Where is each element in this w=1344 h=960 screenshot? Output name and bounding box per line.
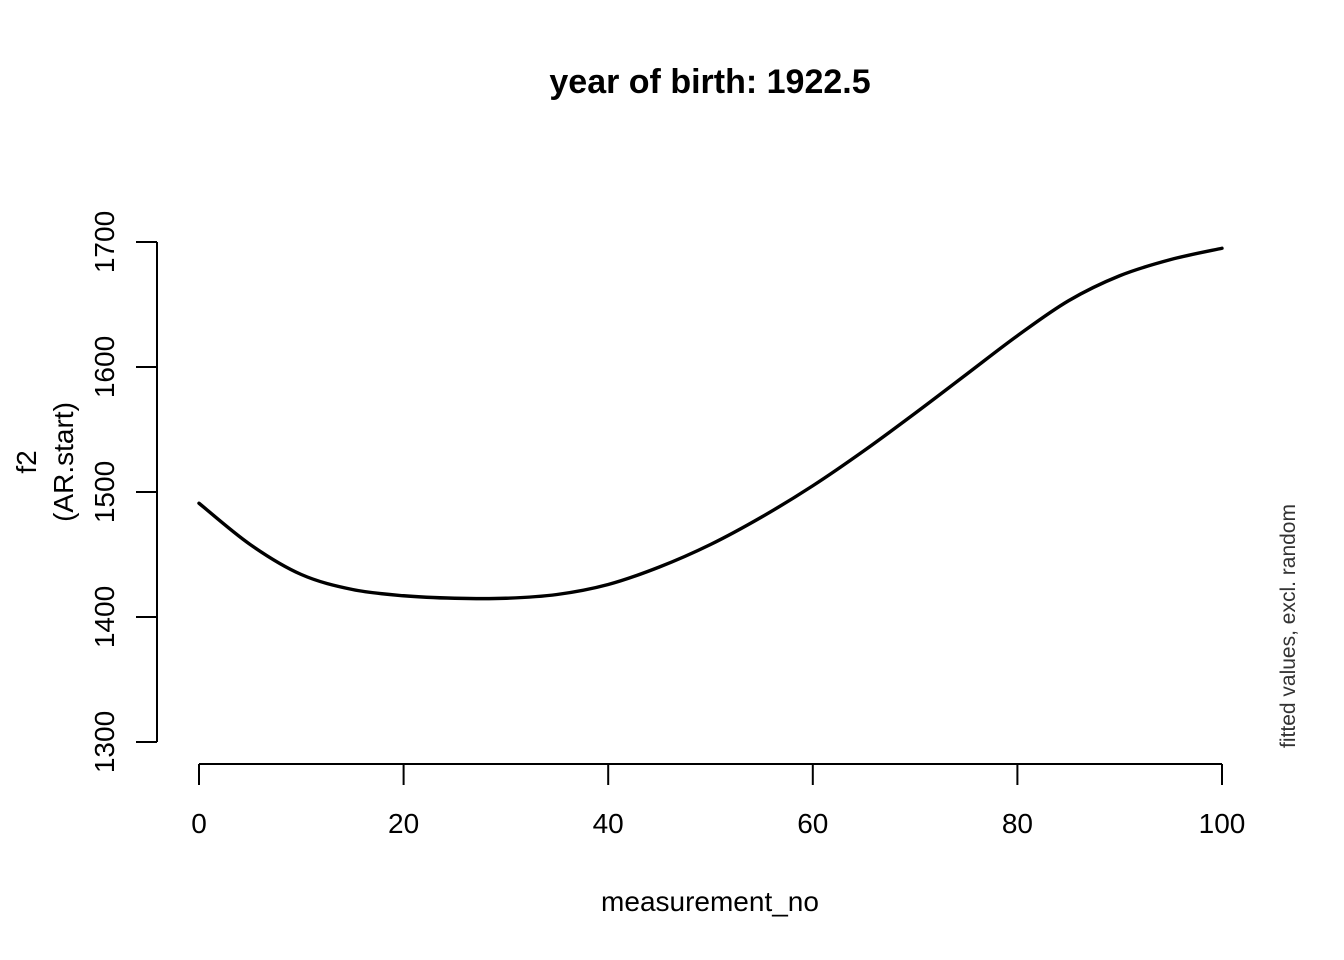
y-tick-label: 1600 (89, 336, 120, 398)
fitted-values-note: fitted values, excl. random (1277, 504, 1300, 748)
x-tick-label: 60 (797, 808, 828, 839)
series-layer (197, 246, 1224, 601)
x-tick-label: 40 (593, 808, 624, 839)
x-axis-ticks: 0 20 40 60 80 100 (191, 764, 1245, 839)
y-tick-label: 1300 (89, 711, 120, 773)
x-tick-label: 20 (388, 808, 419, 839)
chart-title: year of birth: 1922.5 (549, 63, 870, 101)
y-tick-label: 1400 (89, 586, 120, 648)
x-axis-title: measurement_no (601, 886, 819, 917)
y-axis-title-line1: f2 (11, 450, 42, 473)
y-tick-label: 1500 (89, 461, 120, 523)
y-tick-label: 1700 (89, 211, 120, 273)
x-tick-label: 0 (191, 808, 207, 839)
fitted-curve-line (197, 246, 1224, 601)
y-axis-ticks: 1300 1400 1500 1600 1700 (89, 211, 157, 773)
x-tick-label: 100 (1199, 808, 1246, 839)
x-tick-label: 80 (1002, 808, 1033, 839)
y-axis-title-line2: (AR.start) (48, 402, 79, 522)
